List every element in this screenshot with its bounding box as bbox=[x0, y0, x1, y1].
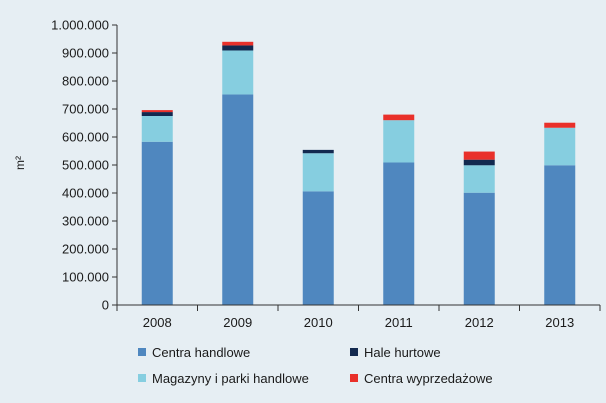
legend-label: Centra handlowe bbox=[152, 345, 250, 360]
bar-segment bbox=[222, 41, 254, 46]
bar-segment bbox=[141, 110, 173, 113]
y-axis-ticks: 0 100.000 200.000 300.000 400.000 500.000 600.… bbox=[51, 18, 117, 313]
y-tick-label: 1.000.000 bbox=[51, 18, 109, 33]
bar-segment bbox=[463, 159, 495, 166]
x-tick-label: 2010 bbox=[304, 315, 333, 330]
bar-segment bbox=[302, 191, 334, 305]
x-tick-label: 2012 bbox=[465, 315, 494, 330]
y-tick-label: 400.000 bbox=[62, 186, 109, 201]
bar-segment bbox=[463, 165, 495, 193]
legend: Centra handlowe Hale hurtowe Magazyny i pa… bbox=[138, 345, 493, 386]
bar-segment bbox=[544, 127, 576, 166]
bar-segment bbox=[141, 141, 173, 305]
x-axis-ticks: 2008 2009 2010 2011 2012 2013 bbox=[116, 305, 601, 330]
y-tick-label: 500.000 bbox=[62, 158, 109, 173]
x-tick-label: 2008 bbox=[143, 315, 172, 330]
bars-layer bbox=[141, 41, 576, 305]
y-tick-label: 300.000 bbox=[62, 214, 109, 229]
bar-segment bbox=[383, 162, 415, 305]
y-tick-label: 600.000 bbox=[62, 130, 109, 145]
x-tick-label: 2009 bbox=[223, 315, 252, 330]
bar-segment bbox=[463, 151, 495, 160]
y-tick-label: 700.000 bbox=[62, 102, 109, 117]
bar-segment bbox=[544, 122, 576, 128]
bar-segment bbox=[302, 149, 334, 154]
legend-swatch bbox=[138, 374, 146, 382]
legend-swatch bbox=[350, 348, 358, 356]
axes-layer bbox=[116, 25, 600, 306]
y-tick-label: 0 bbox=[102, 298, 109, 313]
y-tick-label: 200.000 bbox=[62, 242, 109, 257]
legend-label: Hale hurtowe bbox=[364, 345, 441, 360]
x-tick-label: 2013 bbox=[545, 315, 574, 330]
y-axis-title: m² bbox=[13, 156, 27, 170]
bar-segment bbox=[383, 120, 415, 163]
y-tick-label: 900.000 bbox=[62, 46, 109, 61]
legend-swatch bbox=[350, 374, 358, 382]
bar-segment bbox=[302, 153, 334, 192]
y-tick-label: 800.000 bbox=[62, 74, 109, 89]
bar-segment bbox=[383, 114, 415, 121]
bar-segment bbox=[141, 112, 173, 116]
bar-segment bbox=[141, 116, 173, 142]
x-tick-label: 2011 bbox=[385, 315, 413, 330]
y-tick-label: 100.000 bbox=[62, 270, 109, 285]
bar-segment bbox=[463, 192, 495, 305]
bar-segment bbox=[222, 94, 254, 305]
bar-segment bbox=[544, 165, 576, 305]
legend-label: Magazyny i parki handlowe bbox=[152, 371, 309, 386]
bar-segment bbox=[222, 45, 254, 51]
legend-label: Centra wyprzedażowe bbox=[364, 371, 493, 386]
bar-segment bbox=[222, 50, 254, 95]
legend-swatch bbox=[138, 348, 146, 356]
